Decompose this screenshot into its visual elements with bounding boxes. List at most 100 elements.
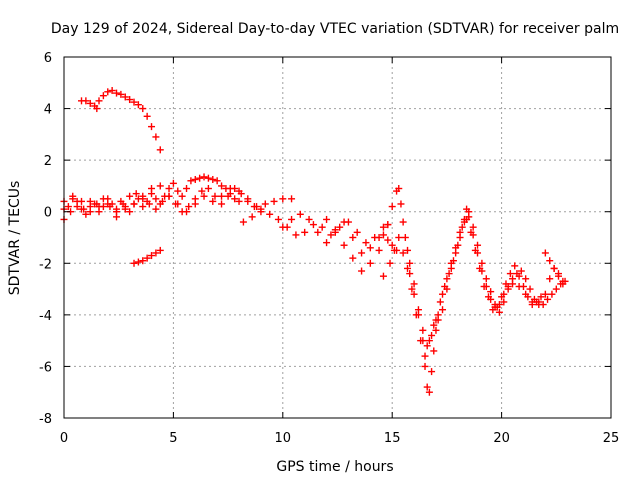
data-point bbox=[200, 192, 208, 200]
data-point bbox=[414, 311, 422, 319]
data-point bbox=[546, 275, 554, 283]
data-point bbox=[209, 175, 217, 183]
data-point bbox=[397, 200, 405, 208]
x-tick-label: 10 bbox=[275, 431, 292, 446]
data-point bbox=[498, 293, 506, 301]
data-point bbox=[143, 254, 151, 262]
data-point bbox=[165, 192, 173, 200]
y-tick-label: -6 bbox=[39, 360, 52, 375]
data-point bbox=[533, 298, 541, 306]
data-point bbox=[421, 362, 429, 370]
data-point bbox=[134, 258, 142, 266]
data-point bbox=[439, 290, 447, 298]
grid-lines bbox=[64, 57, 611, 418]
data-point bbox=[430, 321, 438, 329]
data-point bbox=[399, 249, 407, 257]
data-point bbox=[126, 96, 134, 104]
data-point bbox=[467, 228, 475, 236]
data-point bbox=[279, 223, 287, 231]
data-point bbox=[375, 246, 383, 254]
y-tick-label: 6 bbox=[44, 51, 52, 66]
data-point bbox=[69, 192, 77, 200]
data-point bbox=[165, 185, 173, 193]
data-point bbox=[528, 301, 536, 309]
data-point bbox=[384, 236, 392, 244]
data-point bbox=[126, 208, 134, 216]
data-point bbox=[121, 93, 129, 101]
data-point bbox=[388, 203, 396, 211]
data-point bbox=[482, 275, 490, 283]
data-point bbox=[130, 200, 138, 208]
data-point bbox=[288, 215, 296, 223]
data-point bbox=[539, 301, 547, 309]
x-tick-label: 5 bbox=[169, 431, 177, 446]
data-point bbox=[218, 192, 226, 200]
series-arc-g bbox=[279, 210, 401, 257]
data-point bbox=[86, 208, 94, 216]
data-point bbox=[390, 246, 398, 254]
data-points bbox=[60, 87, 569, 396]
data-point bbox=[417, 337, 425, 345]
x-tick-label: 0 bbox=[60, 431, 68, 446]
data-point bbox=[428, 331, 436, 339]
data-point bbox=[152, 133, 160, 141]
data-point bbox=[554, 272, 562, 280]
data-point bbox=[257, 205, 265, 213]
data-point bbox=[318, 223, 326, 231]
data-point bbox=[152, 249, 160, 257]
data-point bbox=[309, 221, 317, 229]
data-point bbox=[375, 234, 383, 241]
data-point bbox=[82, 97, 90, 105]
axes: 0 5 10 15 20 25 -8 -6 -4 -2 0 2 4 6 bbox=[39, 51, 619, 446]
data-point bbox=[366, 259, 374, 267]
data-point bbox=[99, 92, 107, 100]
data-point bbox=[253, 203, 261, 211]
data-point bbox=[296, 210, 304, 218]
data-point bbox=[126, 192, 134, 200]
data-point bbox=[226, 185, 234, 193]
data-point bbox=[552, 285, 560, 293]
data-point bbox=[421, 352, 429, 360]
data-point bbox=[148, 185, 156, 193]
data-point bbox=[204, 185, 212, 193]
data-point bbox=[117, 90, 125, 98]
data-point bbox=[288, 195, 296, 203]
data-point bbox=[395, 185, 403, 193]
data-point bbox=[327, 231, 335, 239]
x-tick-label: 25 bbox=[603, 431, 620, 446]
data-point bbox=[156, 182, 164, 190]
data-point bbox=[439, 306, 447, 314]
data-point bbox=[517, 267, 525, 275]
data-point bbox=[484, 293, 492, 301]
data-point bbox=[121, 205, 129, 213]
data-point bbox=[235, 197, 243, 205]
series-arc-f bbox=[239, 205, 392, 247]
data-point bbox=[366, 244, 374, 252]
data-point bbox=[185, 203, 193, 211]
data-point bbox=[340, 241, 348, 249]
data-point bbox=[261, 200, 269, 208]
data-point bbox=[509, 280, 517, 288]
data-point bbox=[301, 228, 309, 236]
y-tick-label: -8 bbox=[39, 412, 52, 427]
data-point bbox=[204, 174, 212, 182]
data-point bbox=[425, 388, 433, 396]
data-point bbox=[323, 239, 331, 247]
data-point bbox=[502, 280, 510, 288]
data-point bbox=[404, 264, 412, 272]
data-point bbox=[139, 203, 147, 211]
data-point bbox=[428, 368, 436, 376]
data-point bbox=[550, 264, 558, 272]
data-point bbox=[139, 192, 147, 200]
data-point bbox=[104, 200, 112, 208]
data-point bbox=[169, 179, 177, 187]
data-point bbox=[152, 195, 160, 203]
data-point bbox=[349, 234, 357, 241]
data-point bbox=[178, 192, 186, 200]
data-point bbox=[537, 293, 545, 301]
data-point bbox=[541, 249, 549, 257]
data-point bbox=[224, 192, 232, 200]
data-point bbox=[130, 259, 138, 267]
data-point bbox=[419, 326, 427, 334]
y-tick-label: -2 bbox=[39, 257, 52, 272]
